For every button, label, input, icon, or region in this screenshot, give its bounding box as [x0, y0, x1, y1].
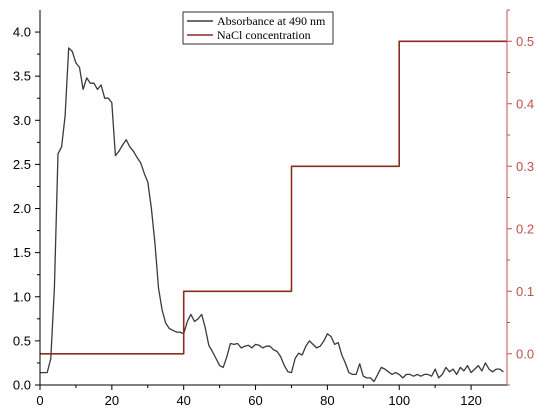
y-left-tick-label: 4.0	[13, 25, 31, 40]
y-right-tick-label: 0.4	[516, 96, 534, 111]
y-left-tick-label: 1.0	[13, 289, 31, 304]
axes-layer: 0 20 40 60 80 100 120 0.0 0.5 1.0 1.5 2.0 2.5 3.0 3.5 4…	[13, 9, 534, 408]
y-left-tick-label: 0.0	[13, 378, 31, 393]
y-right-tick-label: 0.5	[516, 34, 534, 49]
x-tick-label: 40	[176, 393, 190, 408]
legend-label-absorbance: Absorbance at 490 nm	[217, 14, 326, 28]
y-left-tick-label: 2.5	[13, 157, 31, 172]
series-layer	[40, 40, 507, 383]
x-tick-label: 0	[36, 393, 43, 408]
y-left-tick-label: 3.5	[13, 69, 31, 84]
y-left-tick-label: 2.0	[13, 201, 31, 216]
legend-label-nacl: NaCl concentration	[217, 28, 311, 42]
x-tick-label: 100	[388, 393, 410, 408]
legend-box	[182, 11, 334, 45]
y-right-tick-label: 0.3	[516, 159, 534, 174]
y-left-tick-label: 1.5	[13, 245, 31, 260]
x-tick-label: 80	[320, 393, 334, 408]
y-right-tick-label: 0.1	[516, 284, 534, 299]
x-tick-label: 120	[460, 393, 482, 408]
x-tick-label: 20	[105, 393, 119, 408]
y-right-tick-label: 0.2	[516, 221, 534, 236]
nacl-line	[40, 40, 507, 355]
y-left-tick-label: 0.5	[13, 333, 31, 348]
y-left-tick-label: 3.0	[13, 113, 31, 128]
absorbance-line	[40, 47, 504, 383]
y-right-tick-label: 0.0	[516, 346, 534, 361]
x-tick-label: 60	[248, 393, 262, 408]
